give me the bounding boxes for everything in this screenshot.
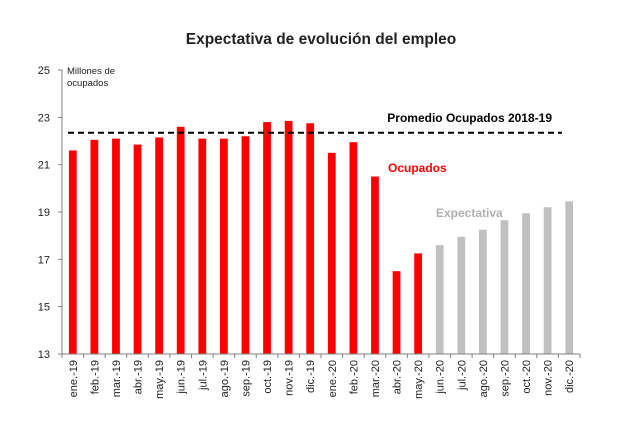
x-axis-tick-labels: ene.-19 feb.-19 mar.-19 abr.-19 may.-19 jun.-… <box>61 354 581 399</box>
bar-ocupados <box>392 271 401 354</box>
y-tick-label: 23 <box>38 112 50 124</box>
bar-ocupados <box>284 120 293 354</box>
x-tick-label: mar.-20 <box>370 360 382 397</box>
x-tick-label: sep.-20 <box>499 360 511 397</box>
x-tick-label: nov.-20 <box>543 360 555 396</box>
y-tick-label: 25 <box>38 65 50 77</box>
bar-ocupados <box>112 138 120 354</box>
bar-expectativa <box>543 207 552 354</box>
x-tick-label: nov.-19 <box>284 360 296 396</box>
x-tick-label: may.-20 <box>413 360 425 399</box>
bar-ocupados <box>219 138 228 354</box>
x-tick-label: jun.-19 <box>176 360 188 395</box>
x-tick-label: feb.-20 <box>348 360 360 394</box>
bar-ocupados <box>263 122 271 354</box>
chart-title: Expectativa de evolución del empleo <box>186 31 456 48</box>
bar-ocupados <box>306 123 315 354</box>
x-tick-label: dic.-19 <box>305 360 317 393</box>
y-tick-label: 17 <box>38 254 50 266</box>
reference-line-group: Promedio Ocupados 2018-19 <box>68 111 562 134</box>
bar-expectativa <box>500 220 509 354</box>
x-tick-label: feb.-19 <box>89 360 101 394</box>
x-tick-label: mar.-19 <box>111 360 123 397</box>
bar-ocupados <box>68 150 77 354</box>
y-axis-label-line1: Millones de <box>67 66 115 77</box>
series-labels-group: Ocupados Expectativa <box>388 161 503 220</box>
x-tick-label: jul.-20 <box>456 360 468 391</box>
y-tick-label: 19 <box>38 207 50 219</box>
bar-expectativa <box>522 213 530 354</box>
bar-ocupados <box>414 253 423 354</box>
x-tick-label: abr.-19 <box>133 360 145 394</box>
x-tick-label: sep.-19 <box>240 360 252 397</box>
x-tick-label: ago.-19 <box>219 360 231 397</box>
bars-group <box>68 120 574 354</box>
bar-ocupados <box>371 176 379 354</box>
bar-ocupados <box>327 152 336 354</box>
bar-ocupados <box>198 138 207 354</box>
x-tick-label: jul.-19 <box>197 360 209 391</box>
bar-ocupados <box>155 137 164 354</box>
y-tick-label: 21 <box>38 160 50 172</box>
y-axis-label-line2: ocupados <box>67 78 108 89</box>
y-tick-label: 15 <box>38 302 50 314</box>
x-tick-label: ene.-20 <box>327 360 339 397</box>
x-tick-label: oct.-20 <box>521 360 533 394</box>
bar-ocupados <box>241 136 250 354</box>
x-tick-label: abr.-20 <box>392 360 404 394</box>
y-tick-label: 13 <box>38 349 50 361</box>
bar-ocupados <box>349 142 358 354</box>
x-tick-label: jun.-20 <box>435 360 447 395</box>
x-tick-label: may.-19 <box>154 360 166 399</box>
x-tick-label: ago.-20 <box>478 360 490 397</box>
bar-expectativa <box>565 201 574 354</box>
x-tick-label: oct.-19 <box>262 360 274 394</box>
series-label-ocupados: Ocupados <box>388 161 447 175</box>
bar-ocupados <box>133 144 142 354</box>
x-tick-label: dic.-20 <box>564 360 576 393</box>
y-axis-ticks: 13 15 17 19 21 23 25 <box>38 65 62 361</box>
bar-expectativa <box>435 245 444 354</box>
bar-expectativa <box>478 229 487 354</box>
bar-expectativa <box>457 236 466 354</box>
series-label-expectativa: Expectativa <box>436 206 503 220</box>
reference-line-label: Promedio Ocupados 2018-19 <box>387 111 552 125</box>
bar-ocupados <box>90 139 99 354</box>
bar-ocupados <box>176 126 185 354</box>
x-tick-label: ene.-19 <box>68 360 80 397</box>
